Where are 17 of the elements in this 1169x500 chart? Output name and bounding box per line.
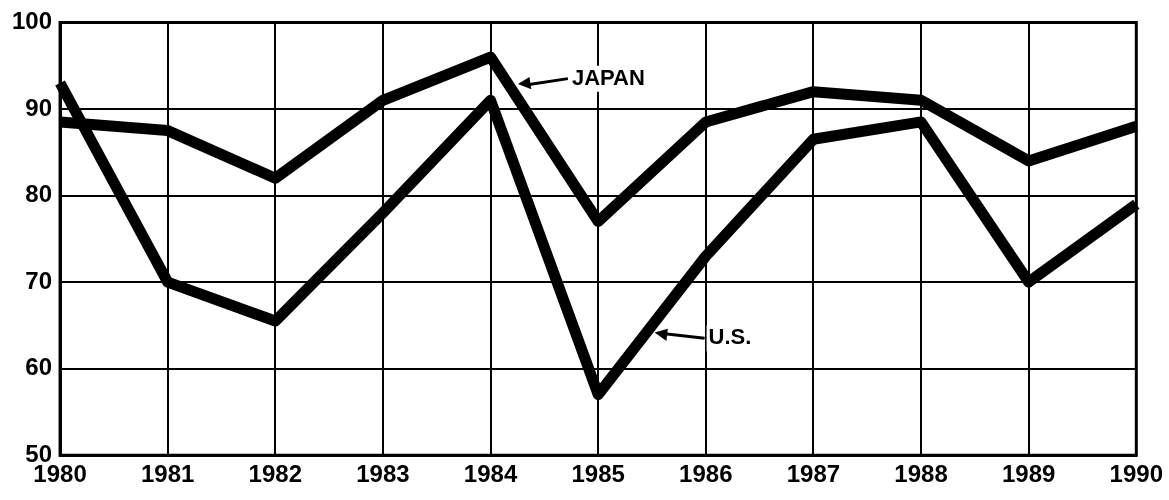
x-tick-label: 1982 xyxy=(248,460,302,488)
x-tick-label: 1985 xyxy=(571,460,625,488)
x-tick-label: 1984 xyxy=(463,460,518,488)
y-tick-label: 80 xyxy=(25,180,53,208)
x-tick-label: 1986 xyxy=(679,460,733,488)
y-tick-label: 70 xyxy=(25,266,53,294)
x-tick-label: 1983 xyxy=(356,460,410,488)
legend-label: U.S. xyxy=(708,324,752,350)
y-tick-label: 90 xyxy=(25,93,53,121)
x-tick-label: 1981 xyxy=(140,460,195,488)
y-tick-label: 60 xyxy=(25,353,53,381)
x-tick-label: 1988 xyxy=(894,460,948,488)
y-tick-label: 100 xyxy=(12,7,53,35)
legend-label: JAPAN xyxy=(571,64,645,90)
x-tick-label: 1989 xyxy=(1001,460,1056,488)
x-tick-label: 1987 xyxy=(786,460,841,488)
x-tick-label: 1990 xyxy=(1109,460,1163,488)
